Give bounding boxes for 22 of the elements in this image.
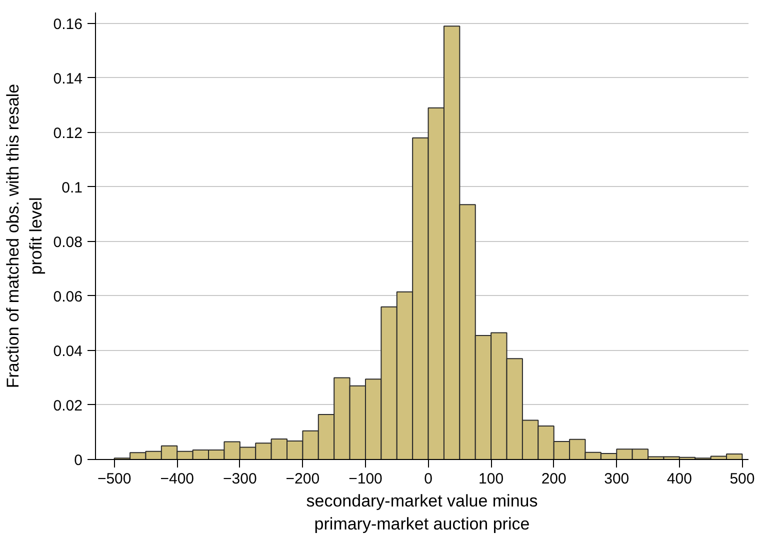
y-tick-label: 0.06 <box>53 288 83 306</box>
y-tick-label: 0 <box>74 452 82 469</box>
y-tick-label: 0.1 <box>62 179 83 196</box>
x-tick-label: 100 <box>478 470 504 488</box>
x-axis-title: secondary-market value minus primary-market auction price <box>306 492 538 534</box>
x-tick-label: 400 <box>666 470 692 488</box>
y-tick-label: 0.04 <box>53 342 83 360</box>
y-tick-label: 0.16 <box>53 16 83 33</box>
y-tick-label: 0.02 <box>53 397 83 414</box>
x-tick-label: 0 <box>424 470 432 488</box>
y-tick-label: 0.08 <box>53 234 83 251</box>
x-tick-label: 200 <box>541 470 566 488</box>
y-tick-label: 0.14 <box>53 70 83 88</box>
x-tick-label: 500 <box>730 470 755 488</box>
x-tick-label: −300 <box>223 470 257 488</box>
x-tick-label: −500 <box>97 470 132 488</box>
x-tick-label: −400 <box>160 470 194 488</box>
y-axis-title: Fraction of matched obs. with this resale profit level <box>4 84 46 388</box>
x-tick-label: 300 <box>604 470 630 488</box>
x-tick-label: −100 <box>348 470 382 488</box>
y-tick-label: 0.12 <box>53 124 83 142</box>
x-tick-label: −200 <box>286 470 320 488</box>
